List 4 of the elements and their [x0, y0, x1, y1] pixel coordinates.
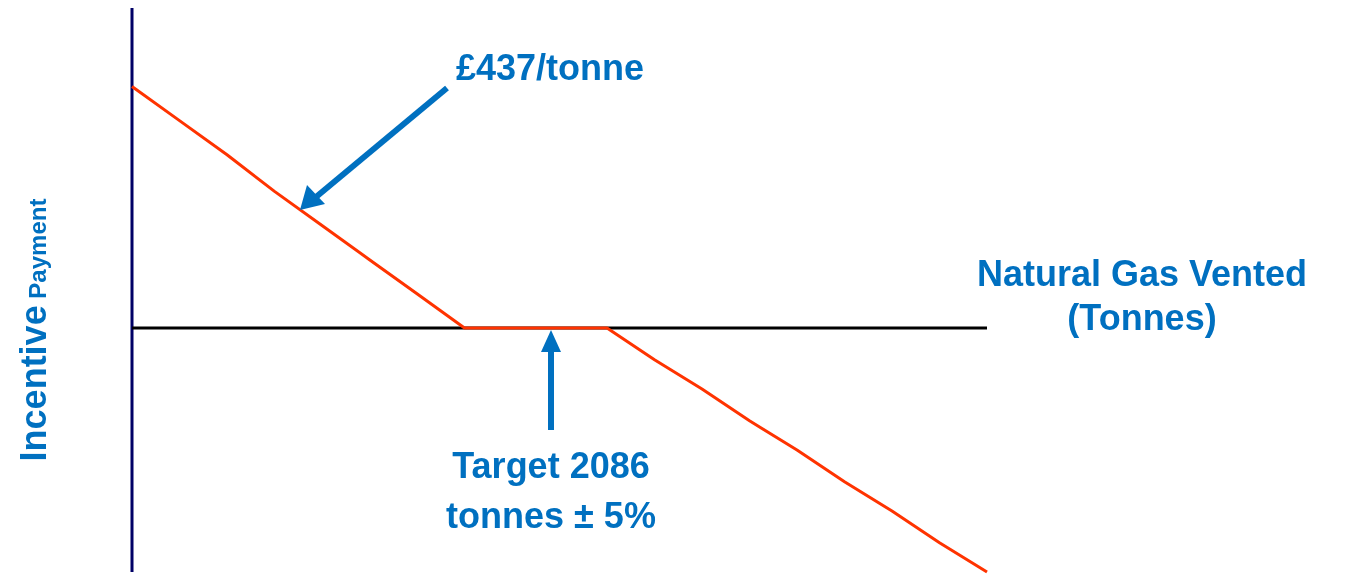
annotation: £437/tonne: [455, 47, 645, 88]
annotation: Target 2086 tonnes ± 5%: [446, 445, 656, 536]
x-axis-title: Natural Gas Vented (Tonnes): [976, 253, 1308, 338]
y-axis-title: Incentive Payment: [13, 198, 54, 462]
